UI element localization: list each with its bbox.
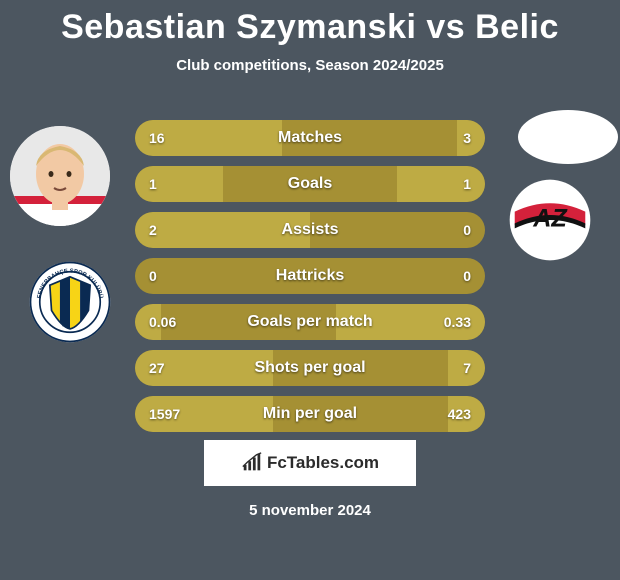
stat-value-left: 2 bbox=[149, 222, 157, 238]
stat-value-right: 1 bbox=[463, 176, 471, 192]
fenerbahce-badge: FENERBAHÇE SPOR KULÜBÜ 1907 bbox=[28, 260, 112, 344]
stat-row: 27 7 Shots per goal bbox=[135, 350, 485, 386]
stat-row: 2 0 Assists bbox=[135, 212, 485, 248]
player-left-avatar bbox=[10, 126, 110, 226]
stat-label: Goals bbox=[288, 175, 332, 193]
stat-value-left: 16 bbox=[149, 130, 165, 146]
player-left-face bbox=[10, 126, 110, 226]
subtitle: Club competitions, Season 2024/2025 bbox=[0, 57, 620, 74]
stat-fill-right bbox=[397, 166, 485, 202]
stat-value-right: 3 bbox=[463, 130, 471, 146]
brand-box[interactable]: FcTables.com bbox=[204, 440, 416, 486]
az-badge: AZ bbox=[508, 178, 592, 262]
stat-row: 0 0 Hattricks bbox=[135, 258, 485, 294]
stat-label: Hattricks bbox=[276, 267, 344, 285]
stat-value-left: 27 bbox=[149, 360, 165, 376]
stats-container: 16 3 Matches 1 1 Goals 2 0 Assists 0 0 Hattricks 0.0… bbox=[135, 120, 485, 442]
stat-label: Goals per match bbox=[247, 313, 372, 331]
club-left-logo: FENERBAHÇE SPOR KULÜBÜ 1907 bbox=[28, 260, 112, 344]
stat-row: 1597 423 Min per goal bbox=[135, 396, 485, 432]
stat-value-left: 0.06 bbox=[149, 314, 176, 330]
stat-label: Shots per goal bbox=[254, 359, 365, 377]
player-right-avatar bbox=[518, 110, 618, 164]
stat-row: 16 3 Matches bbox=[135, 120, 485, 156]
stat-value-right: 0 bbox=[463, 268, 471, 284]
stat-value-left: 0 bbox=[149, 268, 157, 284]
stat-label: Matches bbox=[278, 129, 342, 147]
stat-row: 1 1 Goals bbox=[135, 166, 485, 202]
chart-icon bbox=[241, 452, 263, 474]
stat-value-left: 1597 bbox=[149, 406, 180, 422]
stat-label: Min per goal bbox=[263, 405, 357, 423]
stat-value-right: 0 bbox=[463, 222, 471, 238]
stat-value-left: 1 bbox=[149, 176, 157, 192]
svg-text:AZ: AZ bbox=[532, 205, 568, 233]
stat-value-right: 423 bbox=[448, 406, 471, 422]
page-title: Sebastian Szymanski vs Belic bbox=[0, 0, 620, 47]
stat-row: 0.06 0.33 Goals per match bbox=[135, 304, 485, 340]
stat-value-right: 7 bbox=[463, 360, 471, 376]
club-right-logo: AZ bbox=[508, 178, 592, 262]
date-text: 5 november 2024 bbox=[249, 502, 371, 519]
stat-value-right: 0.33 bbox=[444, 314, 471, 330]
brand-text: FcTables.com bbox=[267, 453, 379, 473]
stat-label: Assists bbox=[282, 221, 339, 239]
